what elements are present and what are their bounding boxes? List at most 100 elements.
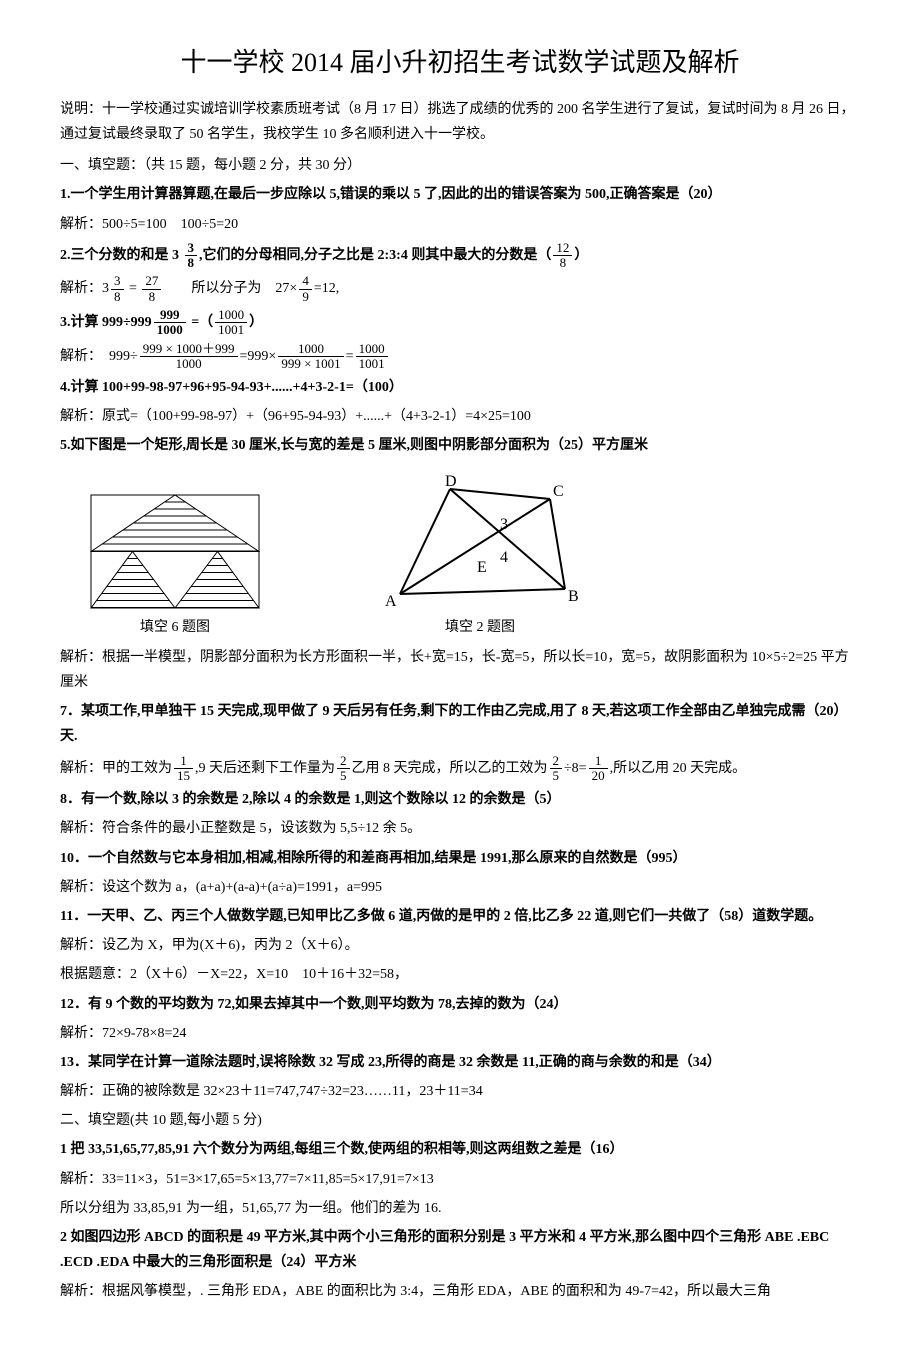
q8-answer: 5 (540, 792, 547, 807)
svg-text:C: C (553, 483, 564, 500)
section2-head: 二、填空题(共 10 题,每小题 5 分) (60, 1108, 860, 1133)
svg-text:D: D (445, 474, 457, 490)
p2q2-end: ）平方米 (300, 1255, 356, 1270)
q3-sol-f1: 999 × 1000＋9991000 (140, 342, 238, 372)
q4: 4.计算 100+99-98-97+96+95-94-93+......+4+3… (60, 375, 860, 400)
q7-sol-f3: 25 (550, 754, 563, 784)
svg-text:E: E (477, 559, 487, 576)
page-title: 十一学校 2014 届小升初招生考试数学试题及解析 (60, 40, 860, 87)
q1: 1.一个学生用计算器算题,在最后一步应除以 5,错误的乘以 5 了,因此的出的错… (60, 182, 860, 207)
q3-sol: 解析： 999÷999 × 1000＋9991000=999×1000999 ×… (60, 342, 860, 372)
q7-sol-f2: 25 (337, 754, 350, 784)
q2-sol-p4: =12, (314, 281, 339, 296)
q7-sol-p4: ÷8= (564, 761, 587, 776)
q7-sol-f4: 120 (589, 754, 608, 784)
q5-text: 5.如下图是一个矩形,周长是 30 厘米,长与宽的差是 5 厘米,则图中阴影部分… (60, 438, 564, 453)
figures-row: 填空 6 题图 A B C D E 3 4 填空 2 题图 (90, 474, 860, 640)
p2q1-text: 1 把 33,51,65,77,85,91 六个数分为两组,每组三个数,使两组的… (60, 1142, 596, 1157)
section1-head: 一、填空题：（共 15 题，每小题 2 分，共 30 分） (60, 153, 860, 178)
q10-answer: 995 (652, 851, 673, 866)
q3-sol-p2: =999× (240, 349, 277, 364)
q3-sol-f2: 1000999 × 1001 (278, 342, 343, 372)
q2-p1: 2.三个分数的和是 3 (60, 248, 183, 263)
q11-sol2: 根据题意：2（X＋6）－X=22，X=10 10＋16＋32=58， (60, 962, 860, 987)
q3-sol-p1: 解析： 999÷ (60, 349, 138, 364)
q13-sol: 解析：正确的被除数是 32×23＋11=747,747÷32=23……11，23… (60, 1079, 860, 1104)
q10-text: 10．一个自然数与它本身相加,相减,相除所得的和差商再相加,结果是 1991,那… (60, 851, 652, 866)
q7-sol-f1: 115 (174, 754, 193, 784)
p2q2: 2 如图四边形 ABCD 的面积是 49 平方米,其中两个小三角形的面积分别是 … (60, 1225, 860, 1275)
q3-sol-p3: = (346, 349, 354, 364)
q4-answer: 100 (368, 380, 389, 395)
q4-end: ） (389, 380, 403, 395)
q8-end: ） (547, 792, 561, 807)
q2-sol-p1: 解析：3 (60, 281, 109, 296)
q5-end: ）平方厘米 (578, 438, 648, 453)
svg-text:4: 4 (500, 549, 508, 566)
q10-end: ） (673, 851, 687, 866)
figQ: A B C D E 3 4 填空 2 题图 (380, 474, 580, 640)
q5-sol: 解析：根据一半模型，阴影部分面积为长方形面积一半，长+宽=15，长-宽=5，所以… (60, 645, 860, 695)
q1-sol: 解析：500÷5=100 100÷5=20 (60, 212, 860, 237)
p2q1-sol1: 解析：33=11×3，51=3×17,65=5×13,77=7×11,85=5×… (60, 1167, 860, 1192)
fig6: 填空 6 题图 (90, 494, 260, 640)
p2q1-end: ） (610, 1142, 624, 1157)
fig6-label: 填空 6 题图 (90, 615, 260, 640)
q11-text: 11．一天甲、乙、丙三个人做数学题,已知甲比乙多做 6 道,丙做的是甲的 2 倍… (60, 909, 724, 924)
q12-answer: 24 (540, 997, 554, 1012)
q13-answer: 34 (693, 1055, 707, 1070)
q3-p3: ） (249, 315, 263, 330)
fig6-svg (90, 494, 260, 609)
q2-fa: 128 (553, 241, 572, 271)
q2-p2: ,它们的分母相同,分子之比是 2:3:4 则其中最大的分数是（ (199, 248, 551, 263)
figQ-label: 填空 2 题图 (380, 615, 580, 640)
q2-sol-p3: 所以分子为 27× (163, 281, 297, 296)
q5: 5.如下图是一个矩形,周长是 30 厘米,长与宽的差是 5 厘米,则图中阴影部分… (60, 433, 860, 458)
q4-sol: 解析：原式=（100+99-98-97）+（96+95-94-93）+.....… (60, 404, 860, 429)
q7-answer: 20 (820, 704, 834, 719)
q11-sol1: 解析：设乙为 X，甲为(X＋6)，丙为 2（X＋6）。 (60, 933, 860, 958)
q1-answer: 20 (694, 187, 708, 202)
p2q1-sol2: 所以分组为 33,85,91 为一组，51,65,77 为一组。他们的差为 16… (60, 1196, 860, 1221)
q13-text: 13．某同学在计算一道除法题时,误将除数 32 写成 23,所得的商是 32 余… (60, 1055, 693, 1070)
q7-sol-p5: ,所以乙用 20 天完成。 (610, 761, 747, 776)
q3-p1: 3.计算 999÷999 (60, 315, 152, 330)
q4-text: 4.计算 100+99-98-97+96+95-94-93+......+4+3… (60, 380, 368, 395)
q13-end: ） (707, 1055, 721, 1070)
q12-text: 12．有 9 个数的平均数为 72,如果去掉其中一个数,则平均数为 78,去掉的… (60, 997, 540, 1012)
q2-p3: ） (574, 248, 588, 263)
q12-end: ） (554, 997, 568, 1012)
q3-sol-f3: 10001001 (356, 342, 388, 372)
q2-f1: 38 (185, 241, 198, 271)
q3-p2: =（ (188, 315, 213, 330)
q11: 11．一天甲、乙、丙三个人做数学题,已知甲比乙多做 6 道,丙做的是甲的 2 倍… (60, 904, 860, 929)
q2-sol: 解析：338 = 278 所以分子为 27×49=12, (60, 274, 860, 304)
q7-sol-p2: ,9 天后还剩下工作量为 (195, 761, 335, 776)
q7: 7．某项工作,甲单独干 15 天完成,现甲做了 9 天后另有任务,剩下的工作由乙… (60, 699, 860, 749)
figQ-svg: A B C D E 3 4 (380, 474, 580, 609)
q1-text: 1.一个学生用计算器算题,在最后一步应除以 5,错误的乘以 5 了,因此的出的错… (60, 187, 694, 202)
p2q2-answer: 24 (286, 1255, 300, 1270)
p2q1: 1 把 33,51,65,77,85,91 六个数分为两组,每组三个数,使两组的… (60, 1137, 860, 1162)
q2: 2.三个分数的和是 3 38,它们的分母相同,分子之比是 2:3:4 则其中最大… (60, 241, 860, 271)
q7-text: 7．某项工作,甲单独干 15 天完成,现甲做了 9 天后另有任务,剩下的工作由乙… (60, 704, 820, 719)
q3-fa: 10001001 (215, 308, 247, 338)
q12: 12．有 9 个数的平均数为 72,如果去掉其中一个数,则平均数为 78,去掉的… (60, 992, 860, 1017)
p2q2-sol: 解析：根据风筝模型，. 三角形 EDA，ABE 的面积比为 3:4，三角形 ED… (60, 1279, 860, 1304)
svg-text:B: B (568, 588, 579, 605)
q7-sol: 解析：甲的工效为115,9 天后还剩下工作量为25乙用 8 天完成，所以乙的工效… (60, 754, 860, 784)
q10-sol: 解析：设这个数为 a，(a+a)+(a-a)+(a÷a)=1991，a=995 (60, 875, 860, 900)
q7-sol-p1: 解析：甲的工效为 (60, 761, 172, 776)
q2-sol-f2: 278 (142, 274, 161, 304)
q10: 10．一个自然数与它本身相加,相减,相除所得的和差商再相加,结果是 1991,那… (60, 846, 860, 871)
q2-sol-f3: 49 (299, 274, 312, 304)
svg-text:3: 3 (500, 516, 508, 533)
q3-f1: 9991000 (154, 308, 186, 338)
q8-text: 8．有一个数,除以 3 的余数是 2,除以 4 的余数是 1,则这个数除以 12… (60, 792, 540, 807)
q7-sol-p3: 乙用 8 天完成，所以乙的工效为 (352, 761, 548, 776)
q11-answer: 58 (724, 909, 738, 924)
q8: 8．有一个数,除以 3 的余数是 2,除以 4 的余数是 1,则这个数除以 12… (60, 787, 860, 812)
svg-text:A: A (385, 593, 397, 609)
q3: 3.计算 999÷9999991000 =（10001001） (60, 308, 860, 338)
intro-text: 说明：十一学校通过实诚培训学校素质班考试（8 月 17 日）挑选了成绩的优秀的 … (60, 97, 860, 147)
